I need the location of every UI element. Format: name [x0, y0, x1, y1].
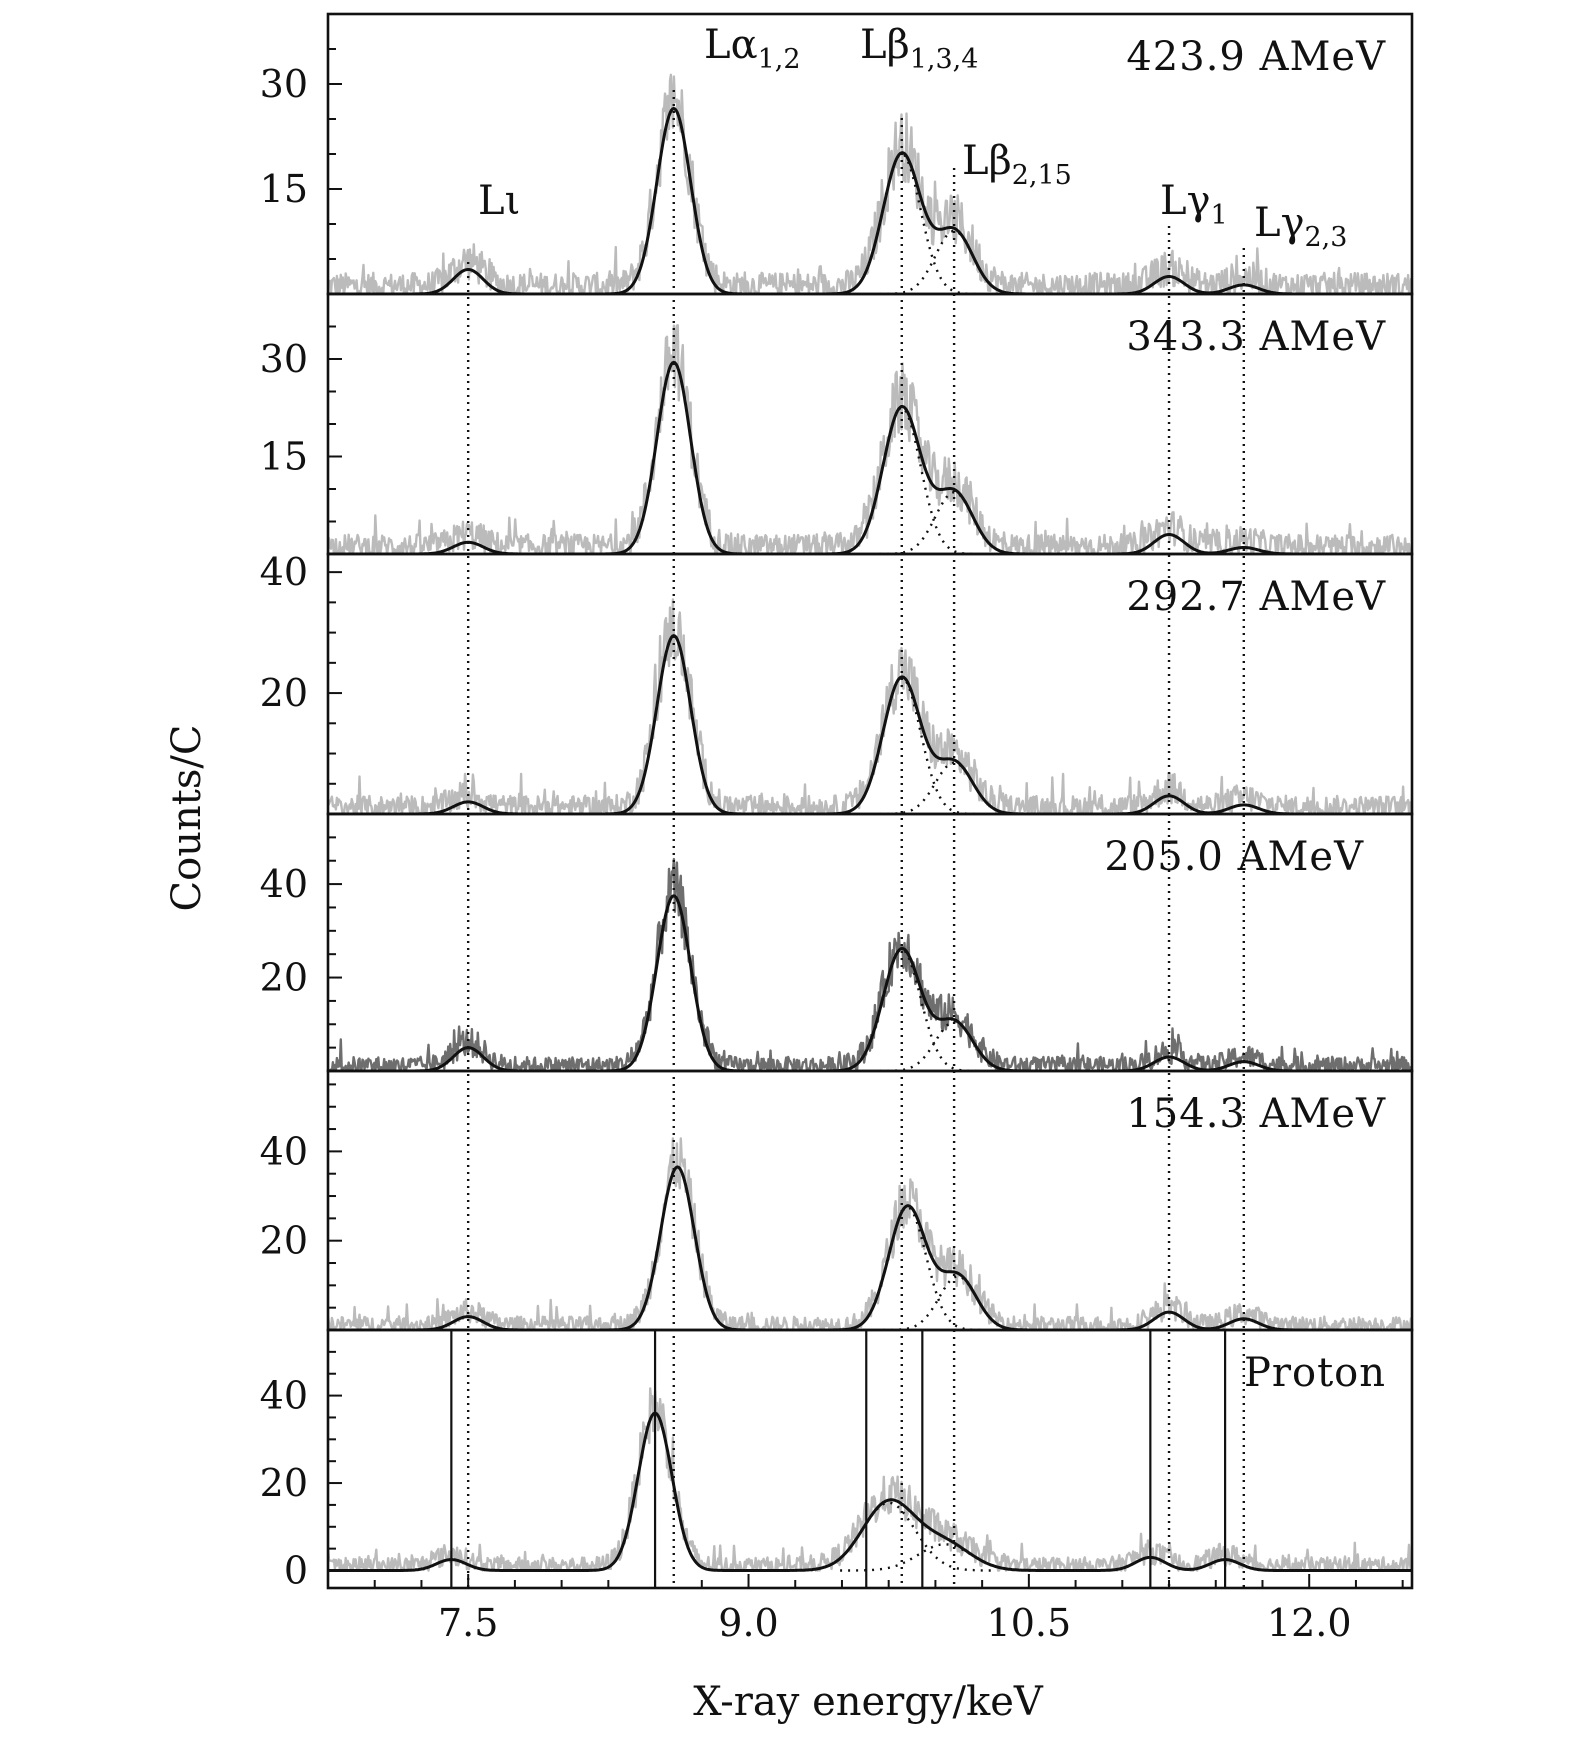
x-axis: 7.5 9.0 10.5 12.0: [327, 1574, 1404, 1645]
peak-label: Lγ2,3: [1254, 200, 1347, 253]
panel-label: 292.7 AMeV: [1126, 574, 1386, 620]
y-axis-title: Counts/C: [164, 725, 210, 912]
panel-label: 423.9 AMeV: [1126, 34, 1386, 80]
reference-lines: [466, 90, 1245, 1588]
x-tick-label: 12.0: [1267, 1601, 1352, 1645]
peak-label: Lβ2,15: [962, 138, 1072, 191]
y-tick-label: 40: [260, 862, 308, 906]
panels: 423.9 AMeV 343.3 AMeV 292.7 AMeV 205.0 AMeV…: [328, 34, 1412, 1588]
panel-label: Proton: [1244, 1350, 1386, 1396]
y-tick-label: 15: [260, 167, 308, 211]
panel-2: 343.3 AMeV: [328, 314, 1412, 554]
y-tick-label: 20: [260, 1461, 308, 1505]
component-curve: [879, 761, 1029, 814]
y-tick-label: 15: [260, 435, 308, 479]
y-tick-label: 20: [260, 671, 308, 715]
spectrum-data: [328, 1387, 1412, 1572]
panel-label: 205.0 AMeV: [1104, 834, 1364, 880]
panel-5: 154.3 AMeV: [328, 1091, 1412, 1330]
peak-label-subscript: 1: [1210, 200, 1227, 231]
panel-label: 343.3 AMeV: [1126, 314, 1386, 360]
spectrum-data: [328, 73, 1412, 294]
peak-label-subscript: 2,15: [1012, 160, 1072, 191]
panel-6: Proton: [328, 1330, 1412, 1588]
component-curve: [879, 229, 1029, 294]
panel-1: 423.9 AMeV: [328, 34, 1412, 294]
y-axis-6: 0 20 40: [260, 1350, 342, 1593]
panel-4: 205.0 AMeV: [328, 834, 1412, 1071]
y-tick-label: 40: [260, 1129, 308, 1173]
component-curve: [784, 1501, 994, 1572]
fit-curve: [328, 360, 1412, 554]
panel-3: 292.7 AMeV: [328, 574, 1412, 814]
spectrum-data: [328, 1137, 1412, 1330]
peak-label-subscript: 2,3: [1304, 222, 1347, 253]
fit-curve: [328, 633, 1412, 814]
fit-curve: [328, 1411, 1412, 1572]
x-tick-label: 10.5: [987, 1601, 1072, 1645]
component-curve: [883, 1275, 1033, 1330]
y-tick-label: 40: [260, 1374, 308, 1418]
component-curve: [879, 491, 1029, 554]
peak-label-subscript: 1,2: [758, 44, 801, 75]
y-tick-label: 20: [260, 956, 308, 1000]
peak-label: Lβ1,3,4: [860, 22, 978, 75]
y-tick-label: 40: [260, 550, 308, 594]
panel-frame: [326, 1328, 1414, 1590]
panel-label: 154.3 AMeV: [1126, 1091, 1386, 1137]
fit-curve: [328, 894, 1412, 1071]
peak-labels: Lι Lα1,2 Lβ1,3,4 Lβ2,15 Lγ1 Lγ2,3: [478, 22, 1347, 253]
component-curve: [879, 1020, 1029, 1071]
y-tick-label: 0: [284, 1549, 308, 1593]
x-tick-label: 9.0: [718, 1601, 778, 1645]
y-tick-label: 30: [260, 337, 308, 381]
spectrum-data: [328, 598, 1412, 814]
spectrum-data: [328, 857, 1412, 1071]
x-tick-label: 7.5: [438, 1601, 498, 1645]
y-tick-label: 20: [260, 1219, 308, 1263]
y-tick-label: 30: [260, 62, 308, 106]
peak-label: Lι: [478, 178, 520, 224]
x-axis-title: X-ray energy/keV: [693, 1679, 1044, 1725]
peak-label: Lα1,2: [704, 22, 801, 75]
peak-label-subscript: 1,3,4: [910, 44, 979, 75]
peak-label: Lγ1: [1160, 178, 1228, 231]
